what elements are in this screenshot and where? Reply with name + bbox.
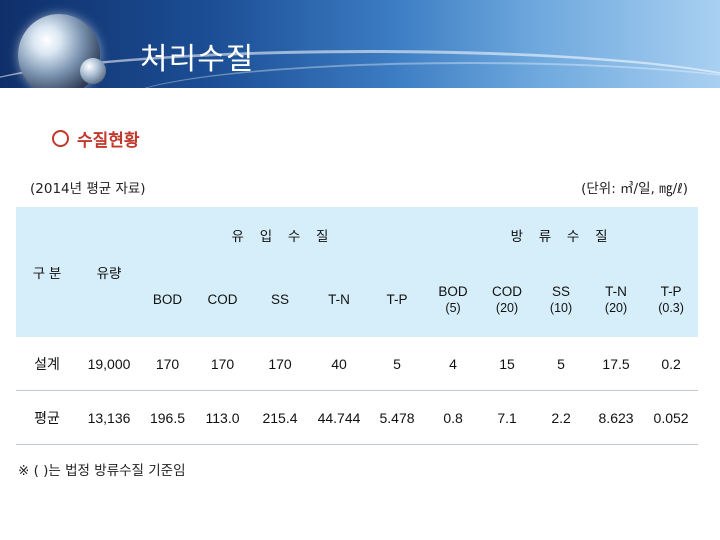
header-effluent-col: T-P (0.3) xyxy=(644,262,699,337)
table-cell: 0.052 xyxy=(644,390,699,445)
table-cell: 170 xyxy=(250,337,310,391)
table-cell: 215.4 xyxy=(250,390,310,445)
header-influent-col: SS xyxy=(250,262,310,337)
table-cell: 44.744 xyxy=(310,390,368,445)
table-cell: 17.5 xyxy=(588,337,645,391)
table-cell: 5 xyxy=(534,337,589,391)
header-effluent-col: BOD (5) xyxy=(426,262,481,337)
section-heading: 수질현황 xyxy=(52,126,140,151)
table-cell: 113.0 xyxy=(195,390,250,445)
header-influent-col: COD xyxy=(195,262,250,337)
effluent-col-name: SS xyxy=(552,284,571,299)
table-cell: 4 xyxy=(426,337,481,391)
table-row: 평균 13,136 196.5 113.0 215.4 44.744 5.478… xyxy=(16,390,699,445)
footnote: ※ ( )는 법정 방류수질 기준임 xyxy=(18,463,186,479)
effluent-col-limit: (5) xyxy=(445,301,461,315)
header-effluent-col: COD (20) xyxy=(480,262,535,337)
header-influent-col: BOD xyxy=(140,262,195,337)
table-cell: 15 xyxy=(480,337,535,391)
row-label: 평균 xyxy=(16,390,78,445)
effluent-col-limit: (20) xyxy=(495,301,519,315)
unit-note: (단위: ㎥/일, ㎎/ℓ) xyxy=(581,181,688,197)
small-globe-icon xyxy=(80,58,106,84)
table-cell: 2.2 xyxy=(534,390,589,445)
banner-arc-2 xyxy=(120,62,720,88)
header-effluent-col: SS (10) xyxy=(534,262,589,337)
data-year-note: (2014년 평균 자료) xyxy=(30,181,146,197)
effluent-col-limit: (0.3) xyxy=(658,301,684,315)
section-heading-text: 수질현황 xyxy=(77,131,140,151)
header-effluent-col: T-N (20) xyxy=(588,262,645,337)
header-influent-col: T-P xyxy=(368,262,427,337)
effluent-col-name: BOD xyxy=(438,284,468,299)
table-cell: 5.478 xyxy=(368,390,427,445)
table-cell: 5 xyxy=(368,337,427,391)
page-title: 처리수질 xyxy=(140,42,255,77)
effluent-col-limit: (20) xyxy=(604,301,628,315)
header-category: 구 분 xyxy=(16,207,78,337)
table-cell: 19,000 xyxy=(78,337,140,391)
effluent-col-name: COD xyxy=(492,284,523,299)
header-influent-group: 유 입 수 질 xyxy=(140,207,427,262)
table-row: 설계 19,000 170 170 170 40 5 4 15 5 17.5 0… xyxy=(16,337,699,391)
table-cell: 0.8 xyxy=(426,390,481,445)
table-cell: 40 xyxy=(310,337,368,391)
table-cell: 196.5 xyxy=(140,390,195,445)
effluent-col-limit: (10) xyxy=(549,301,573,315)
table-cell: 170 xyxy=(195,337,250,391)
row-label: 설계 xyxy=(16,337,78,391)
circle-bullet-icon xyxy=(52,130,69,147)
table-cell: 7.1 xyxy=(480,390,535,445)
header-effluent-group: 방 류 수 질 xyxy=(426,207,699,262)
table-cell: 13,136 xyxy=(78,390,140,445)
table-cell: 8.623 xyxy=(588,390,645,445)
table-cell: 0.2 xyxy=(644,337,699,391)
effluent-col-name: T-P xyxy=(660,284,682,299)
header-flow: 유량 xyxy=(78,207,140,337)
effluent-col-name: T-N xyxy=(605,284,627,299)
header-influent-col: T-N xyxy=(310,262,368,337)
title-banner: 처리수질 xyxy=(0,0,720,88)
table-cell: 170 xyxy=(140,337,195,391)
water-quality-table: 구 분 유량 유 입 수 질 방 류 수 질 BOD COD SS T-N T-… xyxy=(16,207,699,445)
banner-arc xyxy=(0,50,720,88)
